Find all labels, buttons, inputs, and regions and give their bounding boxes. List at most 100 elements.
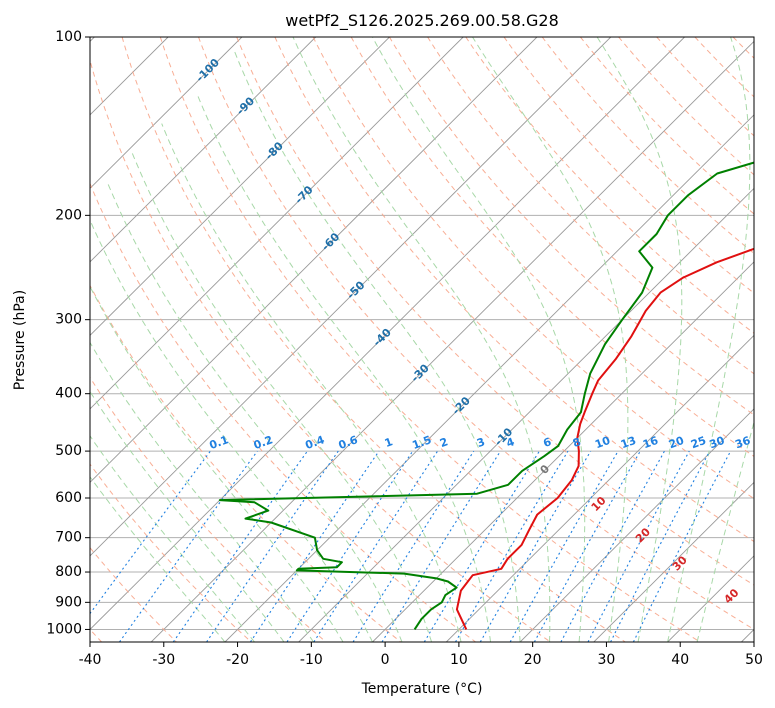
- plot-frame: [89, 36, 755, 643]
- dry-adiabat-line: [159, 37, 701, 642]
- mixing-ratio-label: 30: [708, 434, 727, 452]
- mixing-ratio-line: [119, 450, 258, 642]
- isotherm-line: [90, 37, 464, 410]
- dry-adiabat-line: [465, 37, 754, 334]
- moist-adiabat-line: [233, 49, 521, 642]
- x-tick-label: -40: [79, 652, 102, 668]
- dry-adiabat-line: [90, 284, 402, 642]
- mixing-ratio-label: 20: [667, 434, 686, 452]
- mixing-ratio-label: 8: [571, 435, 583, 450]
- dry-adiabat-line: [121, 37, 626, 642]
- mixing-ratio-label: 1: [383, 435, 395, 450]
- x-tick-label: 10: [450, 652, 468, 668]
- x-tick-label: 50: [745, 652, 763, 668]
- x-tick-label: 30: [598, 652, 616, 668]
- isotherm-line: [150, 40, 754, 642]
- y-tick-label: 300: [55, 312, 82, 328]
- mixing-ratio-label: 36: [733, 434, 752, 452]
- moist-adiabat-line: [90, 390, 285, 642]
- mixing-ratio-label: 13: [619, 434, 638, 451]
- moist-adiabat-line: [90, 476, 226, 642]
- moist-adiabat-line: [90, 341, 314, 642]
- mixing-ratio-line: [286, 450, 414, 642]
- mixing-ratio-label: 0.6: [337, 433, 360, 452]
- isotherm-line: [519, 408, 754, 642]
- mixing-ratio-line: [90, 450, 211, 615]
- mixing-ratio-line: [533, 450, 641, 642]
- moist-adiabat-line: [161, 123, 462, 642]
- mixing-ratio-line: [172, 450, 308, 642]
- moist-adiabat-line: [196, 94, 492, 642]
- mixing-ratio-label: 4: [505, 435, 517, 450]
- moist-adiabat-line: [90, 218, 373, 642]
- chart-title: wetPf2_S126.2025.269.00.58.G28: [285, 11, 559, 31]
- isotherm-line: [298, 187, 754, 642]
- dry-adiabat-line: [90, 376, 327, 642]
- isotherm-line: [224, 114, 754, 642]
- dry-adiabat-line: [236, 37, 754, 586]
- mixing-ratio-line: [509, 450, 619, 642]
- series-layer: [218, 161, 754, 630]
- isotherm-line: [90, 37, 243, 189]
- moist-adiabat-line: [90, 435, 255, 642]
- mixing-ratio-line: [423, 450, 540, 642]
- y-tick-label: 200: [55, 207, 82, 223]
- dry-adiabat-line: [312, 37, 754, 500]
- isotherm-line: [90, 37, 538, 484]
- mixing-ratio-label: 25: [689, 434, 708, 451]
- dry-adiabat-line: [580, 37, 754, 215]
- dry-adiabat-line: [503, 37, 754, 294]
- isotherm-line: [372, 261, 754, 642]
- x-tick-label: -10: [300, 652, 323, 668]
- moist-adiabat-line: [667, 37, 751, 642]
- mixing-ratio-line: [455, 450, 569, 642]
- y-tick-label: 600: [55, 490, 82, 506]
- moist-adiabat-line: [106, 180, 403, 642]
- moist-adiabat-line: [596, 37, 683, 642]
- mixing-ratio-label: 3: [475, 435, 487, 450]
- mixing-ratio-line: [560, 450, 665, 642]
- isotherm-line: [90, 37, 612, 557]
- mixing-ratio-label: 1.5: [410, 433, 433, 452]
- dry-adiabat-line: [618, 37, 754, 176]
- mixing-ratio-line: [610, 450, 711, 642]
- isotherm-line: [90, 37, 317, 263]
- mixing-ratio-label: 2: [438, 435, 450, 450]
- y-tick-label: 700: [55, 530, 82, 546]
- mixing-ratio-line: [479, 450, 592, 642]
- dry-adiabat-line: [198, 37, 754, 630]
- mixing-ratio-label: 0.2: [252, 433, 275, 452]
- dewpoint-profile-line: [218, 161, 754, 630]
- mixing-ratio-line: [587, 450, 690, 642]
- mixing-ratio-label: 10: [593, 434, 612, 452]
- grid-layer: [90, 37, 754, 642]
- moist-adiabat-line: [90, 285, 344, 642]
- y-tick-label: 800: [55, 564, 82, 580]
- mixing-ratio-line: [381, 450, 501, 642]
- y-tick-label: 900: [55, 594, 82, 610]
- dry-adiabat-line: [274, 37, 754, 543]
- moist-adiabat-line: [292, 37, 551, 642]
- x-axis-label: Temperature (°C): [361, 681, 483, 697]
- x-tick-label: 0: [381, 652, 390, 668]
- x-tick-label: 20: [524, 652, 542, 668]
- mixing-ratio-label: 16: [641, 434, 660, 452]
- y-tick-label: 400: [55, 386, 82, 402]
- x-tick-label: -30: [152, 652, 175, 668]
- moist-adiabat-line: [371, 37, 586, 642]
- dry-adiabat-line: [90, 182, 476, 642]
- isotherm-line: [90, 37, 685, 631]
- dry-adiabat-line: [427, 37, 754, 375]
- isotherm-line: [90, 37, 390, 337]
- moist-adiabat-line: [472, 37, 629, 642]
- y-axis-label: Pressure (hPa): [12, 290, 28, 390]
- mixing-ratio-label: 0.1: [208, 433, 231, 452]
- mixing-ratio-label: 6: [541, 435, 553, 450]
- x-tick-label: -20: [226, 652, 249, 668]
- y-tick-label: 500: [55, 443, 82, 459]
- mixing-ratio-line: [632, 450, 732, 642]
- moist-adiabat-line: [130, 149, 432, 642]
- moist-adiabat-line: [696, 420, 754, 642]
- mixing-ratio-label: 0.4: [303, 433, 326, 452]
